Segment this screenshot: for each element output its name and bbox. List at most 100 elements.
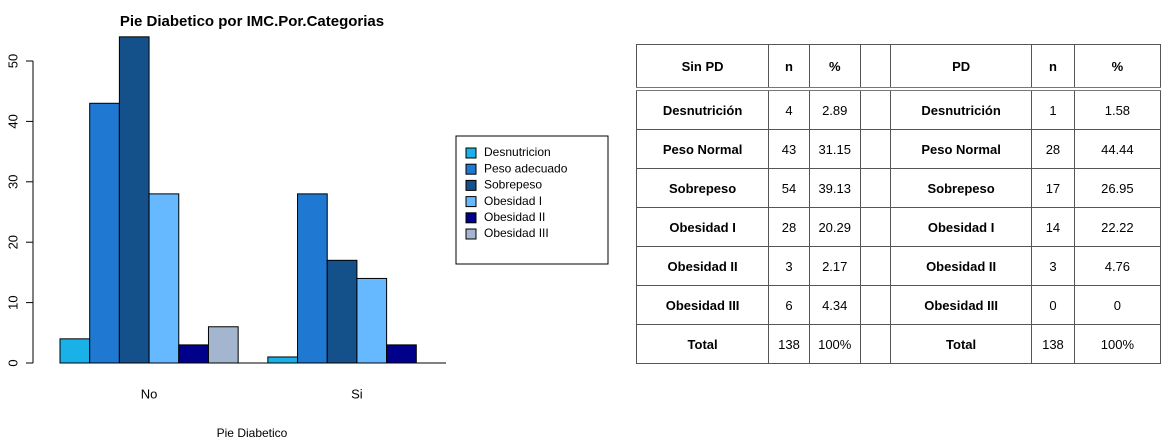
row: Sobrepeso 54 39.13 Sobrepeso 17 26.95 xyxy=(635,168,1161,208)
cell: 138 xyxy=(1031,324,1075,364)
x-tick-label: Si xyxy=(351,386,363,401)
legend-label: Obesidad I xyxy=(484,194,542,208)
bar xyxy=(178,344,209,364)
bar xyxy=(118,36,150,364)
cell: 4.34 xyxy=(808,285,861,325)
header-cell: Sin PD xyxy=(635,44,770,91)
bar xyxy=(267,356,299,364)
bar xyxy=(148,193,180,364)
cell: 54 xyxy=(768,168,810,208)
x-axis-label: Pie Diabetico xyxy=(217,426,288,438)
cell: Obesidad III xyxy=(890,285,1033,325)
cell: 100% xyxy=(1073,324,1161,364)
cell: 3 xyxy=(1031,246,1075,286)
row: Peso Normal 43 31.15 Peso Normal 28 44.44 xyxy=(635,129,1161,169)
cell: 31.15 xyxy=(808,129,861,169)
cell: 138 xyxy=(768,324,810,364)
chart: Pie Diabetico por IMC.Por.Categorias Pie… xyxy=(5,13,609,438)
x-tick-label: No xyxy=(141,386,158,401)
chart-title: Pie Diabetico por IMC.Por.Categorias xyxy=(120,13,384,30)
legend-label: Sobrepeso xyxy=(484,178,542,192)
cell: 22.22 xyxy=(1073,207,1161,247)
bar xyxy=(356,277,388,364)
legend-swatch xyxy=(465,196,477,208)
cell: 3 xyxy=(768,246,810,286)
cell: 1.58 xyxy=(1073,88,1161,130)
y-tick-label: 0 xyxy=(5,359,20,366)
cell: 1 xyxy=(1031,88,1075,130)
header-cell: % xyxy=(1073,44,1161,91)
cell: 4.76 xyxy=(1073,246,1161,286)
legend-label: Desnutricion xyxy=(484,145,551,159)
legend-swatch xyxy=(465,147,477,159)
legend-label: Obesidad III xyxy=(484,226,549,240)
cell: 0 xyxy=(1031,285,1075,325)
gap-cell xyxy=(859,285,892,325)
bar xyxy=(326,259,358,364)
row: Obesidad I 28 20.29 Obesidad I 14 22.22 xyxy=(635,207,1161,247)
bar xyxy=(89,102,120,364)
legend-label: Obesidad II xyxy=(484,210,545,224)
row: Desnutrición 4 2.89 Desnutrición 1 1.58 xyxy=(635,88,1161,130)
cell: 4 xyxy=(768,88,810,130)
row: Obesidad II 3 2.17 Obesidad II 3 4.76 xyxy=(635,246,1161,286)
gap-cell xyxy=(859,324,892,364)
cell: 28 xyxy=(1031,129,1075,169)
cell: 0 xyxy=(1073,285,1161,325)
cell: 17 xyxy=(1031,168,1075,208)
cell: Sobrepeso xyxy=(635,168,770,208)
cell: Total xyxy=(890,324,1033,364)
cell: 20.29 xyxy=(808,207,861,247)
header-cell: % xyxy=(808,44,861,91)
legend-swatch xyxy=(465,179,477,191)
cell: 44.44 xyxy=(1073,129,1161,169)
legend-swatch xyxy=(465,212,477,224)
cell: 14 xyxy=(1031,207,1075,247)
legend-swatch xyxy=(465,228,477,240)
gap-cell xyxy=(859,168,892,208)
header-cell: n xyxy=(1031,44,1075,91)
cell: Desnutrición xyxy=(890,88,1033,130)
cell: Desnutrición xyxy=(635,88,770,130)
gap-cell xyxy=(859,44,892,91)
cell: Obesidad I xyxy=(890,207,1033,247)
gap-cell xyxy=(859,88,892,130)
gap-cell xyxy=(859,246,892,286)
gap-cell xyxy=(859,129,892,169)
row: Total 138 100% Total 138 100% xyxy=(635,324,1161,364)
bar xyxy=(59,338,91,364)
bar xyxy=(207,326,239,364)
gap-cell xyxy=(859,207,892,247)
cell: 100% xyxy=(808,324,861,364)
cell: 2.89 xyxy=(808,88,861,130)
header-row: Sin PD n% PD n% xyxy=(635,44,1161,91)
table: Sin PD n% PD n% Desnutrición 4 2.89 Desnutrició… xyxy=(635,44,1161,364)
cell: Obesidad I xyxy=(635,207,770,247)
row: Obesidad III 6 4.34 Obesidad III 0 0 xyxy=(635,285,1161,325)
cell: Obesidad II xyxy=(890,246,1033,286)
cell: 28 xyxy=(768,207,810,247)
header-cell: n xyxy=(768,44,810,91)
bar xyxy=(386,344,417,364)
cell: Peso Normal xyxy=(890,129,1033,169)
cell: 2.17 xyxy=(808,246,861,286)
y-tick-label: 50 xyxy=(5,54,20,68)
header-cell: PD xyxy=(890,44,1033,91)
cell: 26.95 xyxy=(1073,168,1161,208)
y-tick-label: 20 xyxy=(5,235,20,249)
cell: Obesidad III xyxy=(635,285,770,325)
cell: Peso Normal xyxy=(635,129,770,169)
cell: 6 xyxy=(768,285,810,325)
cell: 39.13 xyxy=(808,168,861,208)
legend-label: Peso adecuado xyxy=(484,161,568,175)
cell: Sobrepeso xyxy=(890,168,1033,208)
bar xyxy=(297,193,328,364)
legend-box xyxy=(455,135,609,265)
cell: Total xyxy=(635,324,770,364)
y-tick-label: 30 xyxy=(5,175,20,189)
cell: Obesidad II xyxy=(635,246,770,286)
legend-swatch xyxy=(465,163,477,175)
y-tick-label: 40 xyxy=(5,114,20,128)
cell: 43 xyxy=(768,129,810,169)
